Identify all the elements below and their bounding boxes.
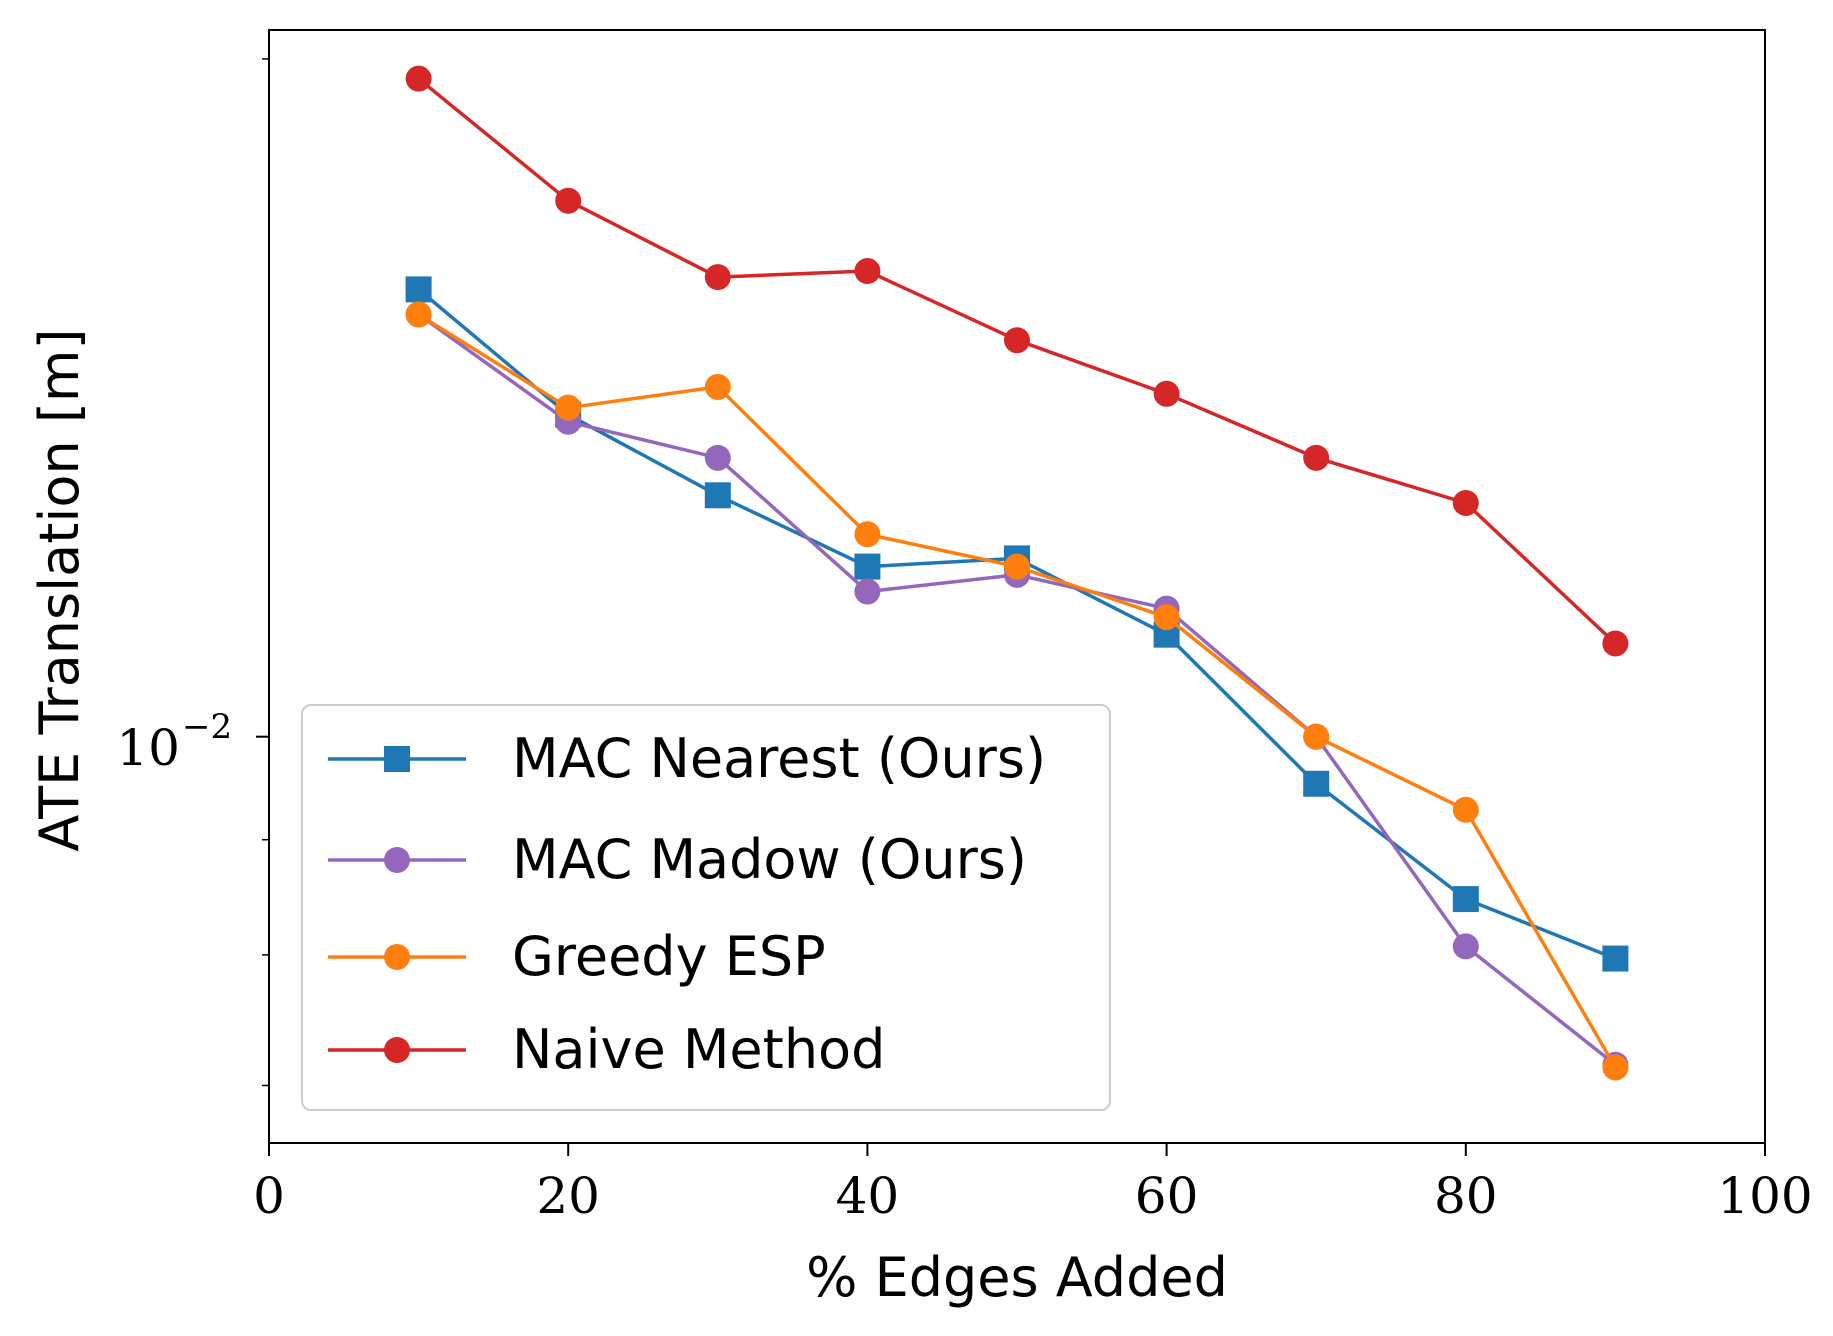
data-point xyxy=(704,444,731,471)
svg-text:10: 10 xyxy=(116,719,180,777)
y-axis-ticks xyxy=(256,58,269,1087)
plot-frame xyxy=(268,29,1766,1144)
data-point xyxy=(405,276,432,303)
data-point xyxy=(1452,886,1479,913)
data-point xyxy=(405,301,432,328)
series-4 xyxy=(405,65,1629,657)
svg-text:−2: −2 xyxy=(182,707,232,747)
x-tick-label: 60 xyxy=(1135,1167,1199,1225)
legend-entry: MAC Madow (Ours) xyxy=(328,828,1027,891)
data-point xyxy=(1452,489,1479,516)
data-point xyxy=(1004,553,1030,580)
data-point xyxy=(1303,444,1330,471)
data-point xyxy=(1004,327,1030,354)
data-point xyxy=(405,65,432,92)
data-point xyxy=(1452,796,1479,823)
legend-marker xyxy=(384,944,410,970)
plot-layer xyxy=(405,65,1629,1081)
data-point xyxy=(1303,770,1330,797)
legend-entry: Greedy ESP xyxy=(328,925,826,988)
legend-marker xyxy=(384,1037,410,1063)
data-point xyxy=(1303,723,1330,750)
data-point xyxy=(704,482,731,509)
legend-label: Naive Method xyxy=(512,1018,885,1081)
data-point xyxy=(1153,380,1180,407)
y-major-tick-label: 10 −2 xyxy=(116,707,232,777)
data-point xyxy=(854,521,881,548)
data-point xyxy=(854,258,881,285)
legend-label: Greedy ESP xyxy=(512,925,826,988)
y-major-tick-exponent: −2 xyxy=(182,707,232,747)
data-point xyxy=(704,373,731,400)
data-point xyxy=(555,187,582,214)
x-tick-label: 40 xyxy=(836,1167,900,1225)
legend-frame xyxy=(301,704,1111,1111)
data-point xyxy=(555,394,582,421)
data-point xyxy=(1153,604,1180,631)
legend-label: MAC Nearest (Ours) xyxy=(512,727,1046,790)
legend-entry: MAC Nearest (Ours) xyxy=(328,727,1046,790)
y-major-tick-base: 10 xyxy=(116,719,180,777)
legend-entries: MAC Nearest (Ours) MAC Madow (Ours) Greedy… xyxy=(328,727,1046,1081)
data-point xyxy=(1602,945,1629,972)
x-tick-label: 100 xyxy=(1717,1167,1812,1225)
x-axis-label: % Edges Added xyxy=(806,1246,1228,1309)
series-3 xyxy=(405,301,1629,1081)
legend-entry: Naive Method xyxy=(328,1018,885,1081)
data-point xyxy=(1602,630,1629,657)
data-point xyxy=(704,264,731,291)
legend-label: MAC Madow (Ours) xyxy=(512,828,1027,891)
legend: MAC Nearest (Ours) MAC Madow (Ours) Greedy… xyxy=(301,704,1111,1111)
x-tick-label: 0 xyxy=(253,1167,285,1225)
x-axis-ticks: 0 20 40 60 80 100 xyxy=(253,1143,1813,1225)
data-point xyxy=(854,553,881,580)
legend-marker xyxy=(384,746,410,772)
data-point xyxy=(1602,1054,1629,1081)
x-tick-label: 80 xyxy=(1434,1167,1498,1225)
data-point xyxy=(1452,933,1479,960)
data-point xyxy=(854,578,881,605)
y-axis-label: ATE Translation [m] xyxy=(28,328,91,851)
x-tick-label: 20 xyxy=(536,1167,600,1225)
legend-marker xyxy=(384,847,410,873)
